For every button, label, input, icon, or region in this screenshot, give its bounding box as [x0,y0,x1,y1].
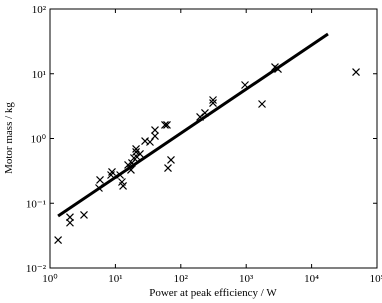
x-tick-label: 10¹ [108,273,122,285]
cross-stroke [108,168,116,176]
data-point [108,168,116,176]
cross-stroke [54,236,63,244]
cross-stroke [66,213,74,222]
x-axis-label: Power at peak efficiency / W [149,287,277,299]
y-tick-label: 10¹ [32,69,46,81]
data-point [141,137,149,145]
cross-stroke [258,100,266,108]
cross-stroke [132,145,140,153]
y-tick-label: 10⁻² [26,263,47,275]
cross-stroke [127,166,135,174]
cross-stroke [196,113,204,121]
y-tick-label: 10⁻¹ [26,198,46,210]
data-point [352,68,360,77]
data-point [119,182,127,190]
data-point [132,145,140,153]
cross-stroke [136,150,144,158]
cross-stroke [167,156,175,164]
cross-stroke [96,176,104,184]
cross-stroke [241,81,249,89]
cross-stroke [80,211,88,219]
cross-stroke [209,99,217,107]
data-point [136,150,144,158]
y-tick-label: 10² [32,4,47,16]
data-point [167,156,175,164]
y-tick-label: 10⁰ [31,134,47,146]
x-tick-label: 10⁰ [42,273,58,285]
cross-stroke [118,178,126,186]
data-point [151,132,159,141]
plot-frame [49,8,378,269]
cross-stroke [128,159,136,167]
cross-stroke [161,121,169,129]
cross-stroke [151,126,159,134]
cross-stroke [352,68,360,77]
data-point [164,164,172,172]
y-axis-label: Motor mass / kg [3,102,15,174]
data-point [209,99,217,107]
x-tick-label: 10³ [239,273,254,285]
cross-stroke [151,132,159,141]
cross-stroke [163,121,171,129]
cross-stroke [66,218,74,227]
x-tick-label: 10⁴ [304,273,319,285]
data-point [209,96,217,104]
fit-line [57,32,329,218]
cross-stroke [209,96,217,104]
data-point [66,213,74,222]
data-point [66,218,74,227]
data-point [163,121,171,129]
data-point [80,211,88,219]
cross-stroke [271,63,279,71]
cross-stroke [164,164,172,172]
data-point [54,236,63,244]
data-point [161,121,169,129]
cross-stroke [119,182,127,190]
cross-stroke [201,109,209,117]
data-point [258,100,266,108]
data-point [146,138,154,146]
cross-stroke [146,138,154,146]
cross-stroke [124,161,132,169]
x-tick-label: 10² [174,273,189,285]
data-point [151,126,159,134]
data-point [96,176,104,184]
x-tick-label: 10⁵ [370,273,382,285]
